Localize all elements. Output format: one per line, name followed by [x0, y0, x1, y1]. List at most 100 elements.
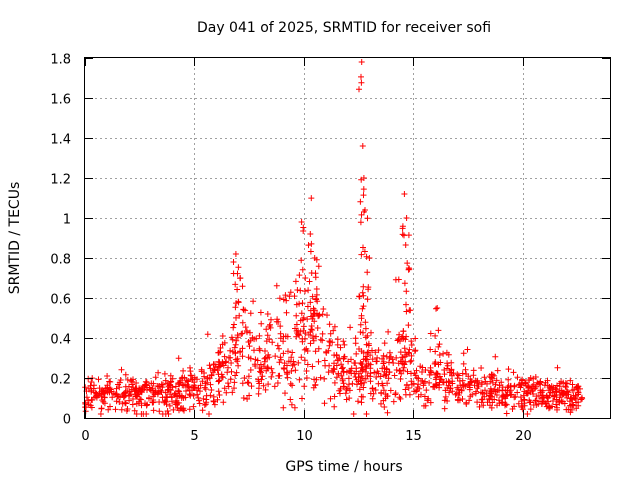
data-point [386, 359, 392, 366]
data-point [167, 391, 174, 398]
data-point [251, 347, 257, 354]
data-point [207, 365, 214, 372]
data-point [131, 407, 138, 414]
data-point [572, 392, 579, 399]
data-point [181, 407, 187, 414]
data-point [403, 351, 410, 358]
data-point [360, 186, 367, 193]
data-point [312, 348, 319, 355]
data-point [334, 336, 341, 343]
data-point [391, 372, 398, 379]
data-point [125, 393, 132, 399]
data-point [313, 295, 320, 302]
data-point [384, 393, 391, 400]
data-point [361, 248, 368, 255]
data-point [427, 399, 434, 406]
data-point [262, 354, 269, 361]
data-point [411, 370, 418, 377]
data-point [387, 387, 394, 394]
data-point [137, 396, 143, 403]
data-point [518, 404, 525, 411]
data-point [92, 389, 99, 396]
data-point [124, 376, 131, 383]
data-point [412, 335, 419, 342]
data-point [203, 396, 210, 403]
data-point [303, 375, 310, 381]
data-point [219, 374, 226, 381]
data-point [257, 361, 264, 368]
data-point [341, 341, 348, 348]
data-point [206, 411, 212, 417]
data-point [207, 392, 214, 399]
data-point [172, 383, 179, 390]
data-point [503, 391, 510, 398]
data-point [234, 270, 241, 277]
data-point [569, 396, 576, 403]
data-point [250, 298, 257, 305]
data-point [554, 406, 560, 413]
data-point [129, 401, 136, 408]
data-point [397, 338, 403, 345]
data-point [331, 393, 338, 400]
data-point [166, 402, 173, 409]
data-point [442, 387, 449, 394]
data-point [319, 337, 326, 344]
data-point [321, 400, 328, 407]
data-point [292, 367, 299, 374]
data-point [342, 390, 349, 397]
data-point [262, 386, 269, 393]
data-point [360, 384, 367, 391]
data-point [532, 374, 539, 380]
data-point [380, 352, 387, 359]
data-point [319, 311, 326, 318]
data-point [579, 395, 586, 402]
data-point [356, 386, 363, 393]
data-point [575, 389, 582, 396]
data-point [150, 407, 157, 414]
data-point [464, 346, 471, 353]
data-point [96, 385, 103, 392]
data-point [310, 310, 317, 317]
data-point [260, 382, 267, 389]
data-point [401, 360, 407, 367]
data-point [288, 368, 295, 374]
data-point [505, 376, 512, 383]
data-point [216, 377, 223, 384]
data-point [280, 404, 287, 411]
data-point [104, 373, 111, 379]
data-point [206, 362, 213, 369]
data-point [245, 373, 252, 380]
data-point [420, 382, 427, 389]
data-point [274, 380, 281, 386]
data-point [232, 304, 239, 311]
data-point [444, 365, 451, 372]
data-point [197, 388, 203, 395]
data-point [268, 316, 274, 323]
data-point [300, 323, 307, 330]
data-point [235, 362, 242, 369]
data-point [291, 293, 298, 300]
data-point [359, 143, 366, 149]
data-point [446, 389, 453, 396]
data-point [467, 393, 474, 400]
data-point [150, 393, 157, 400]
data-point [399, 223, 406, 230]
data-point [142, 378, 149, 385]
data-point [285, 348, 291, 355]
data-point [473, 388, 480, 395]
data-point [312, 382, 319, 389]
data-point [198, 368, 205, 375]
data-point [234, 286, 241, 293]
data-point [130, 376, 136, 383]
data-point [454, 396, 461, 403]
data-point [223, 358, 230, 365]
data-point [358, 373, 365, 380]
data-point [289, 382, 296, 389]
data-point [434, 371, 441, 378]
data-point [362, 319, 369, 326]
data-point [228, 360, 235, 366]
data-point [401, 280, 408, 287]
data-point [499, 387, 506, 394]
data-point [302, 275, 309, 281]
data-point [244, 396, 251, 402]
